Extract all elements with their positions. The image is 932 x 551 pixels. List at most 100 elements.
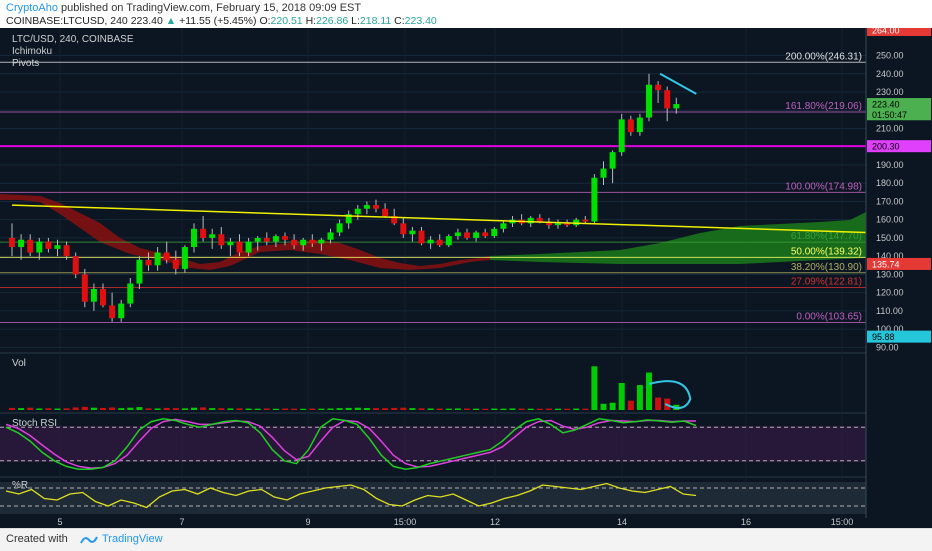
- author-link[interactable]: CryptoAho: [6, 2, 58, 14]
- candle-body: [63, 245, 70, 257]
- stoch-label: Stoch RSI: [12, 418, 57, 429]
- volume-bar: [209, 408, 216, 410]
- candle-body: [209, 234, 216, 238]
- candle-body: [409, 230, 416, 235]
- volume-bar: [254, 408, 261, 410]
- price-tag-label: 01:50:47: [872, 110, 907, 120]
- price-tick-label: 250.00: [876, 51, 904, 61]
- price-tick-label: 170.00: [876, 196, 904, 206]
- candle-body: [564, 223, 571, 226]
- bearish-cloud: [0, 194, 490, 270]
- fib-level-label: 38.20%(130.90): [791, 262, 862, 273]
- price-tick-label: 90.00: [876, 342, 899, 352]
- candle-body: [200, 228, 207, 238]
- wr-band: [0, 482, 866, 514]
- volume-bar: [272, 408, 279, 410]
- volume-bar: [464, 408, 470, 410]
- price-tick-label: 100.00: [876, 324, 904, 334]
- candle-body: [218, 234, 225, 246]
- candle-body: [263, 237, 270, 242]
- candle-body: [36, 241, 43, 253]
- high-value: 226.86: [316, 15, 349, 27]
- candle-body: [327, 232, 334, 240]
- candle-body: [181, 247, 188, 269]
- candle-body: [363, 205, 370, 209]
- volume-bar: [154, 408, 161, 410]
- ichimoku-cloud: [0, 194, 866, 270]
- symbol-interval: COINBASE:LTCUSD, 240: [6, 15, 128, 27]
- volume-bar: [436, 408, 443, 410]
- volume-bar: [291, 408, 298, 410]
- change-arrow-icon: ▲: [165, 15, 177, 27]
- volume-bar: [300, 408, 307, 410]
- time-tick-label: 5: [57, 517, 62, 527]
- volume-bar: [72, 407, 79, 410]
- low-label: L:: [351, 15, 360, 27]
- candle-body: [18, 239, 25, 248]
- volume-bar: [418, 408, 425, 410]
- candle-body: [454, 232, 461, 237]
- volume-bar: [309, 408, 316, 410]
- legend-symbol: LTC/USD, 240, COINBASE: [12, 34, 134, 45]
- volume-bar: [564, 408, 571, 410]
- volume-bar: [646, 372, 652, 410]
- candle-body: [318, 239, 325, 244]
- volume-bar: [482, 408, 489, 410]
- candle-body: [655, 84, 662, 91]
- fib-level-label: 61.80%(147.70): [791, 231, 862, 242]
- time-tick-label: 9: [305, 517, 310, 527]
- volume-bar: [227, 408, 234, 410]
- volume-bar: [63, 408, 70, 410]
- fib-level-label: 200.00%(246.31): [785, 51, 862, 62]
- volume-bar: [382, 408, 389, 410]
- candle-body: [345, 214, 352, 224]
- volume-bar: [36, 408, 43, 410]
- volume-label: Vol: [12, 358, 26, 369]
- volume-bar: [618, 382, 625, 410]
- volume-bar: [636, 385, 643, 410]
- price-tick-label: 110.00: [876, 306, 903, 316]
- price-tick-label: 160.00: [876, 215, 904, 225]
- candle-body: [464, 232, 470, 238]
- low-value: 218.11: [359, 15, 392, 27]
- volume-bar: [354, 407, 361, 410]
- volume-bar: [527, 408, 534, 410]
- tradingview-link[interactable]: TradingView: [102, 533, 163, 545]
- price-tag: [867, 330, 931, 343]
- candle-body: [100, 288, 106, 306]
- candle-body: [600, 168, 607, 178]
- price-axis[interactable]: 250.00240.00230.00220.00210.00200.00190.…: [865, 28, 932, 528]
- chart-canvas[interactable]: 200.00%(246.31) 161.80%(219.06) 100.00%(17…: [0, 28, 932, 528]
- candle-body: [646, 84, 652, 118]
- fib-level-label: 50.00%(139.32): [791, 246, 862, 257]
- tradingview-logo-icon: [80, 536, 98, 544]
- candle-body: [354, 208, 361, 215]
- volume-bar: [582, 408, 589, 410]
- volume-bar: [218, 408, 225, 410]
- volume-bar: [263, 408, 270, 410]
- volume-bar: [491, 408, 498, 410]
- candle-body: [527, 217, 534, 224]
- volume-bar: [536, 408, 543, 410]
- volume-bar: [336, 408, 343, 410]
- volume-bar: [191, 407, 197, 410]
- candle-body: [373, 205, 379, 209]
- price-tick-label: 210.00: [876, 123, 904, 133]
- time-axis[interactable]: 5 7 9 15:00 12 14 16 15:00: [57, 517, 853, 527]
- candle-body: [145, 259, 152, 266]
- volume-bar: [518, 408, 525, 410]
- candle-body: [154, 252, 161, 266]
- volume-bar: [509, 408, 516, 410]
- price-tag-label: 264.00: [872, 28, 900, 36]
- candle-body: [54, 245, 61, 249]
- volume-bar: [454, 408, 461, 410]
- overlay-lines: [11, 72, 867, 234]
- volume-bar: [600, 403, 607, 410]
- time-tick-label: 12: [490, 517, 500, 527]
- candle-body: [291, 239, 298, 246]
- volume-bar: [327, 408, 334, 410]
- price-tag-label: 95.88: [872, 332, 895, 342]
- candle-body: [336, 223, 343, 233]
- price-tag-label: 223.40: [872, 100, 900, 110]
- stoch-d-line: [5, 418, 696, 469]
